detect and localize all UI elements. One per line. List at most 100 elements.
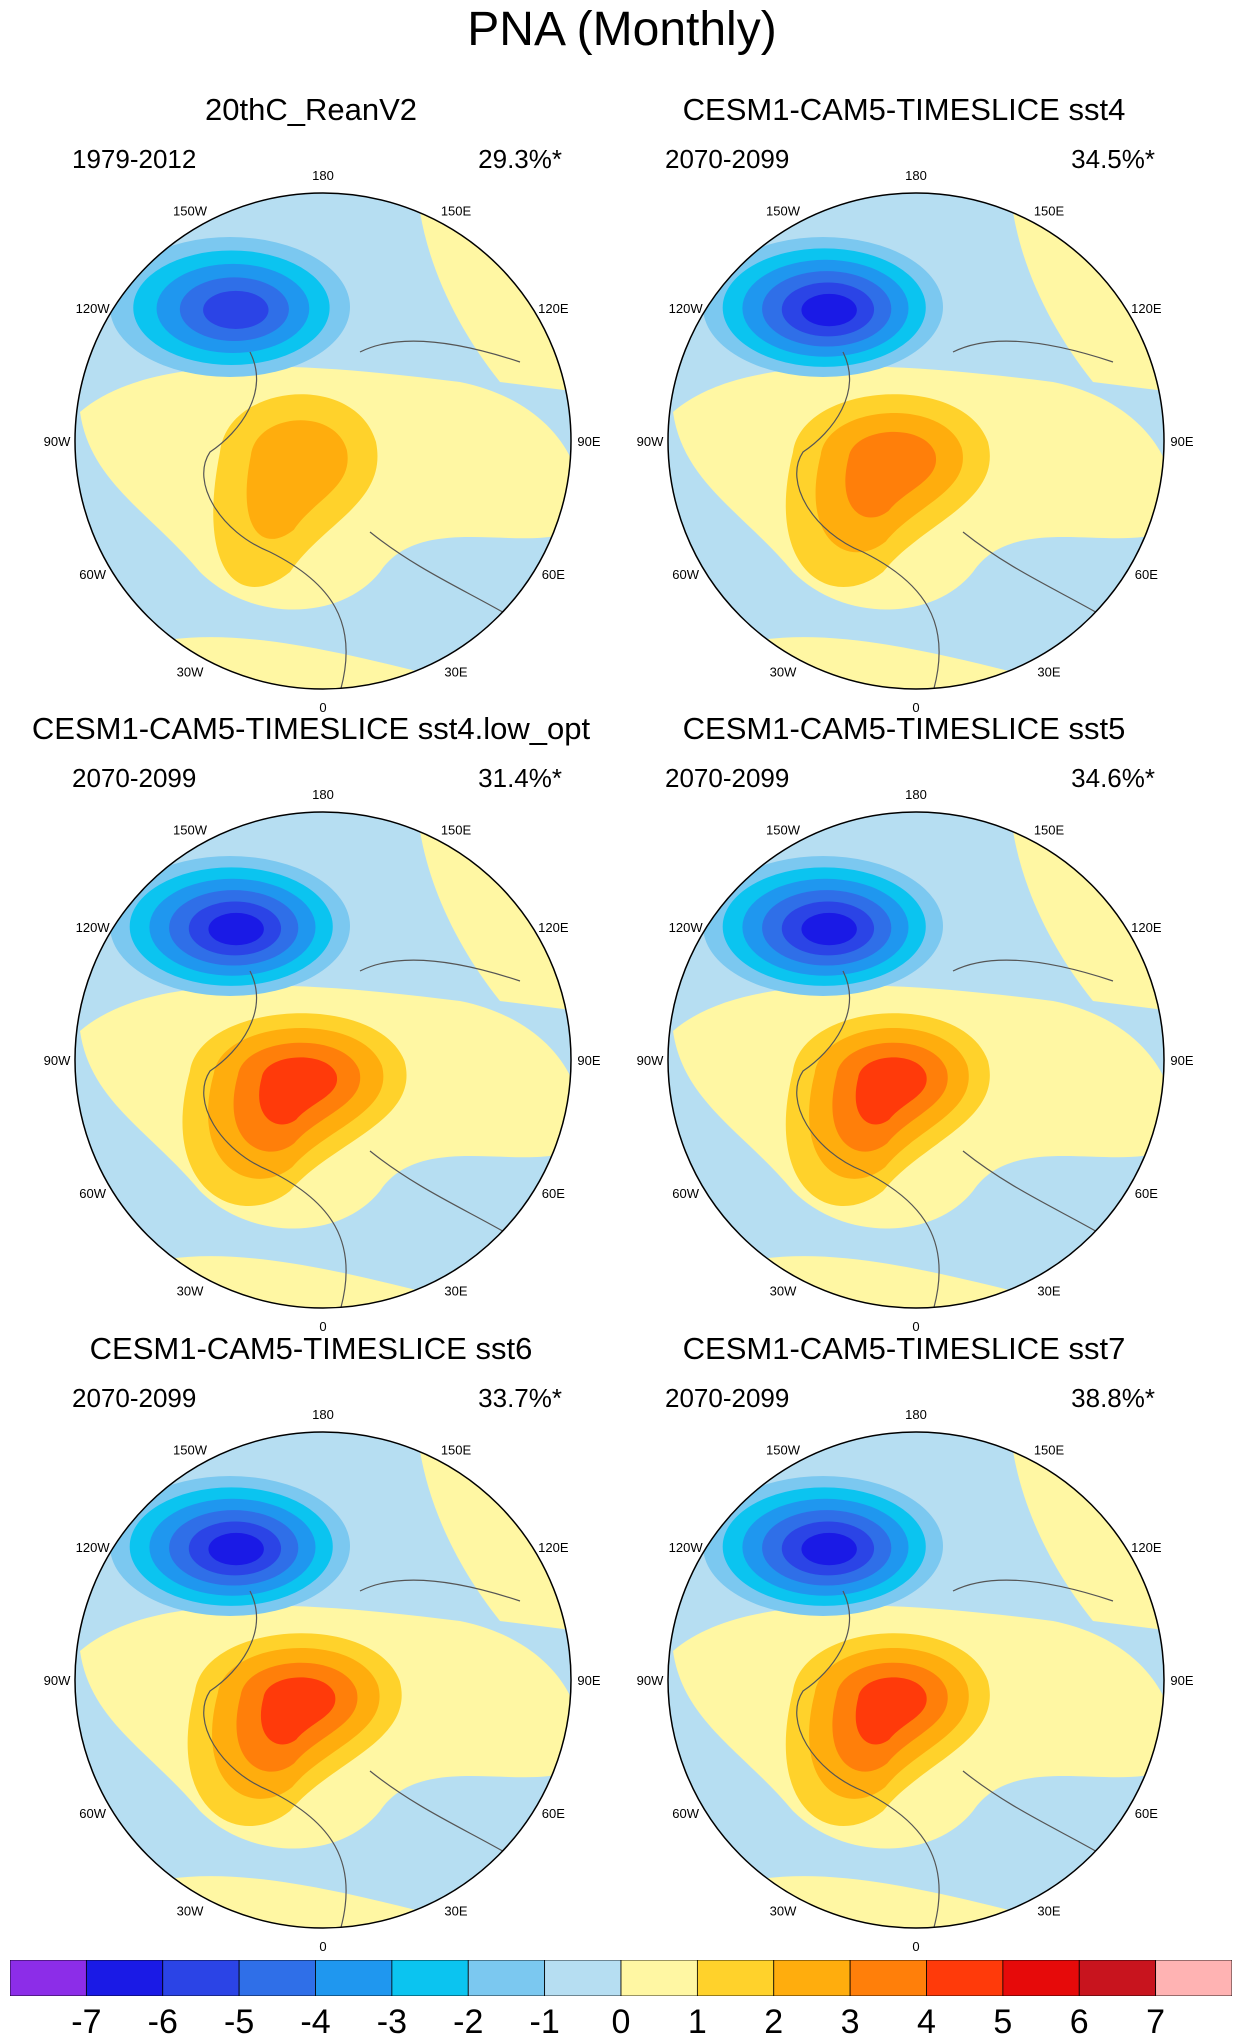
- colorbar-tick-label: 6: [1069, 2003, 1089, 2041]
- panel-title: CESM1-CAM5-TIMESLICE sst6: [89, 1331, 533, 1366]
- colorbar-tick-label: -2: [453, 2003, 484, 2041]
- polar-map: 180 150E 120E 90E 60E 30E 0 30W 60W 90W 120W 150W: [637, 787, 1194, 1331]
- longitude-label: 30E: [1037, 1903, 1060, 1918]
- longitude-label: 0: [319, 700, 326, 712]
- positive-region: [1013, 212, 1164, 392]
- figure-title: PNA (Monthly): [467, 3, 777, 56]
- colorbar-tick-label: 7: [1146, 2003, 1166, 2041]
- map-panel-sst6: CESM1-CAM5-TIMESLICE sst6 2070-2099 33.7…: [0, 1331, 622, 1951]
- longitude-label: 30W: [177, 1903, 204, 1918]
- longitude-label: 180: [905, 168, 927, 183]
- colorbar-tick-label: 1: [687, 2003, 707, 2041]
- panel-period: 2070-2099: [72, 763, 197, 793]
- longitude-label: 90E: [1170, 1673, 1193, 1688]
- colorbar-swatch: [926, 1960, 1004, 1996]
- colorbar-tick-label: 0: [611, 2003, 631, 2041]
- field-layer: [668, 812, 1164, 1308]
- map-panel-sst5: CESM1-CAM5-TIMESLICE sst5 2070-2099 34.6…: [593, 711, 1215, 1331]
- longitude-label: 30W: [770, 1903, 797, 1918]
- panel-title: CESM1-CAM5-TIMESLICE sst4.low_opt: [31, 711, 591, 746]
- longitude-label: 60W: [79, 567, 106, 582]
- panel-period: 2070-2099: [665, 763, 790, 793]
- colorbar-tick-label: -3: [376, 2003, 407, 2041]
- longitude-label: 120E: [538, 301, 569, 316]
- map-border: [667, 192, 1165, 690]
- longitude-label: 0: [912, 1939, 919, 1951]
- colorbar-swatch: [773, 1960, 851, 1996]
- colorbar-swatch: [10, 1960, 87, 1996]
- longitude-label: 120E: [538, 920, 569, 935]
- colorbar-swatch: [544, 1960, 622, 1996]
- longitude-label: 60W: [79, 1806, 106, 1821]
- longitude-label: 150E: [441, 204, 472, 219]
- colorbar-tick-label: -1: [529, 2003, 560, 2041]
- longitude-label: 120W: [76, 1540, 111, 1555]
- colorbar-tick-label: -6: [147, 2003, 178, 2041]
- colorbar-swatch: [315, 1960, 393, 1996]
- colorbar-swatch: [1155, 1960, 1232, 1996]
- colorbar-tick-label: 2: [764, 2003, 784, 2041]
- positive-contour: [246, 420, 348, 539]
- panel-title: CESM1-CAM5-TIMESLICE sst5: [682, 711, 1126, 746]
- longitude-label: 90W: [44, 434, 71, 449]
- longitude-label: 120W: [76, 301, 111, 316]
- colorbar-swatch: [620, 1960, 698, 1996]
- polar-map: 180 150E 120E 90E 60E 30E 0 30W 60W 90W 120W 150W: [637, 1407, 1194, 1951]
- panel-title: CESM1-CAM5-TIMESLICE sst4: [682, 92, 1126, 127]
- longitude-label: 60E: [1135, 567, 1158, 582]
- map-panel-sst4: CESM1-CAM5-TIMESLICE sst4 2070-2099 34.5…: [593, 92, 1215, 712]
- longitude-label: 180: [905, 787, 927, 802]
- panel-title: CESM1-CAM5-TIMESLICE sst7: [682, 1331, 1126, 1366]
- longitude-label: 60E: [1135, 1806, 1158, 1821]
- positive-region: [420, 212, 571, 392]
- longitude-label: 90W: [637, 434, 664, 449]
- colorbar-swatch: [849, 1960, 927, 1996]
- longitude-label: 60E: [1135, 1186, 1158, 1201]
- colorbar-swatch: [238, 1960, 316, 1996]
- panel-title: 20thC_ReanV2: [205, 92, 417, 127]
- map-border: [74, 192, 572, 690]
- longitude-label: 0: [319, 1939, 326, 1951]
- colorbar-tick-label: 4: [917, 2003, 936, 2041]
- longitude-label: 60W: [79, 1186, 106, 1201]
- positive-contour: [260, 1677, 336, 1745]
- longitude-label: 90E: [577, 1053, 600, 1068]
- panel-period: 2070-2099: [665, 1383, 790, 1413]
- longitude-label: 150W: [766, 204, 801, 219]
- colorbar-swatch: [696, 1960, 775, 1996]
- longitude-label: 150E: [441, 1443, 472, 1458]
- coastline: [203, 970, 347, 1308]
- longitude-label: 90E: [1170, 434, 1193, 449]
- longitude-label: 60W: [672, 1186, 699, 1201]
- longitude-label: 120W: [669, 920, 704, 935]
- colorbar: [10, 1960, 1232, 1996]
- positive-region: [1013, 831, 1164, 1011]
- colorbar-tick-label: -5: [224, 2003, 255, 2041]
- positive-contour: [855, 1677, 927, 1745]
- longitude-label: 150W: [766, 1443, 801, 1458]
- longitude-label: 90E: [1170, 1053, 1193, 1068]
- longitude-label: 60E: [542, 1806, 565, 1821]
- panel-explained-variance: 29.3%*: [478, 144, 562, 174]
- longitude-label: 30W: [770, 664, 797, 679]
- longitude-label: 150E: [441, 823, 472, 838]
- longitude-label: 60W: [672, 567, 699, 582]
- colorbar-tick-label: 3: [840, 2003, 860, 2041]
- longitude-label: 180: [312, 168, 334, 183]
- positive-contour: [845, 431, 937, 518]
- longitude-label: 150W: [173, 1443, 208, 1458]
- negative-contour: [801, 1532, 857, 1566]
- map-panel-sst4-low-opt: CESM1-CAM5-TIMESLICE sst4.low_opt 2070-2…: [0, 711, 622, 1331]
- colorbar-swatch: [391, 1960, 469, 1996]
- longitude-label: 120E: [1131, 301, 1162, 316]
- longitude-label: 30E: [444, 1283, 467, 1298]
- map-border: [667, 1431, 1165, 1929]
- field-layer: [75, 193, 571, 689]
- longitude-label: 30E: [444, 1903, 467, 1918]
- coastline: [796, 970, 940, 1308]
- positive-region: [420, 831, 571, 1011]
- longitude-label: 150E: [1034, 823, 1065, 838]
- panel-period: 2070-2099: [72, 1383, 197, 1413]
- positive-region: [420, 1451, 571, 1631]
- coastline: [203, 351, 347, 689]
